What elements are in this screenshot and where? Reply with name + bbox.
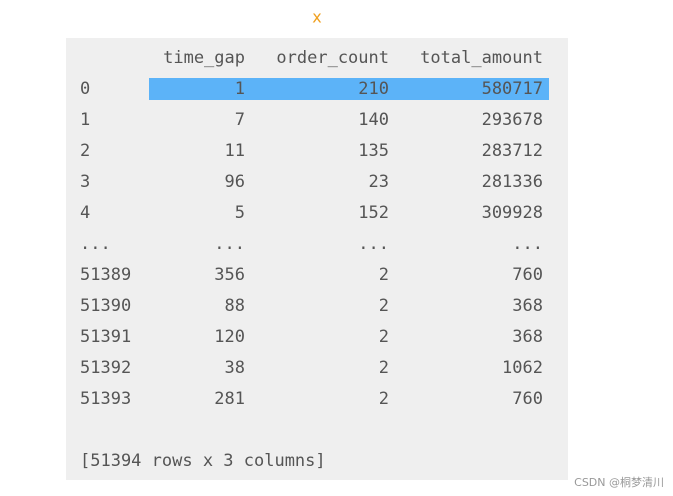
- row-index: 1: [80, 110, 90, 130]
- row-index: 51392: [80, 358, 131, 378]
- table-cell: 23: [369, 172, 389, 192]
- table-cell: 281336: [482, 172, 543, 192]
- table-cell: 88: [225, 296, 245, 316]
- table-cell: 96: [225, 172, 245, 192]
- row-index: 51393: [80, 389, 131, 409]
- row-index: 2: [80, 141, 90, 161]
- table-cell: 38: [225, 358, 245, 378]
- table-cell: 760: [512, 265, 543, 285]
- table-cell: 309928: [482, 203, 543, 223]
- column-header: time_gap: [163, 48, 245, 68]
- table-cell: 210: [358, 79, 389, 99]
- table-cell: 368: [512, 327, 543, 347]
- output-box: [66, 38, 568, 480]
- row-index: 51390: [80, 296, 131, 316]
- table-cell: 5: [235, 203, 245, 223]
- row-index: 51391: [80, 327, 131, 347]
- table-cell: 135: [358, 141, 389, 161]
- column-header: order_count: [276, 48, 389, 68]
- table-cell: 152: [358, 203, 389, 223]
- table-cell: 2: [379, 296, 389, 316]
- column-header: total_amount: [420, 48, 543, 68]
- table-cell: ...: [358, 234, 389, 254]
- row-index: 4: [80, 203, 90, 223]
- table-cell: 760: [512, 389, 543, 409]
- table-cell: 580717: [482, 79, 543, 99]
- table-cell: 2: [379, 265, 389, 285]
- table-cell: 2: [379, 327, 389, 347]
- table-cell: ...: [512, 234, 543, 254]
- table-cell: 120: [214, 327, 245, 347]
- table-cell: 11: [225, 141, 245, 161]
- table-cell: ...: [214, 234, 245, 254]
- table-cell: 7: [235, 110, 245, 130]
- table-cell: 283712: [482, 141, 543, 161]
- row-highlight: [149, 78, 549, 100]
- table-cell: 1062: [502, 358, 543, 378]
- watermark: CSDN @桐梦清川: [574, 475, 664, 489]
- table-cell: 293678: [482, 110, 543, 130]
- table-cell: 2: [379, 389, 389, 409]
- table-footer: [51394 rows x 3 columns]: [80, 451, 326, 471]
- table-cell: 140: [358, 110, 389, 130]
- table-cell: 368: [512, 296, 543, 316]
- row-index: 51389: [80, 265, 131, 285]
- table-cell: 281: [214, 389, 245, 409]
- table-cell: 1: [235, 79, 245, 99]
- row-index: ...: [80, 234, 111, 254]
- cell-title: x: [312, 8, 321, 27]
- table-cell: 356: [214, 265, 245, 285]
- row-index: 3: [80, 172, 90, 192]
- table-cell: 2: [379, 358, 389, 378]
- row-index: 0: [80, 79, 90, 99]
